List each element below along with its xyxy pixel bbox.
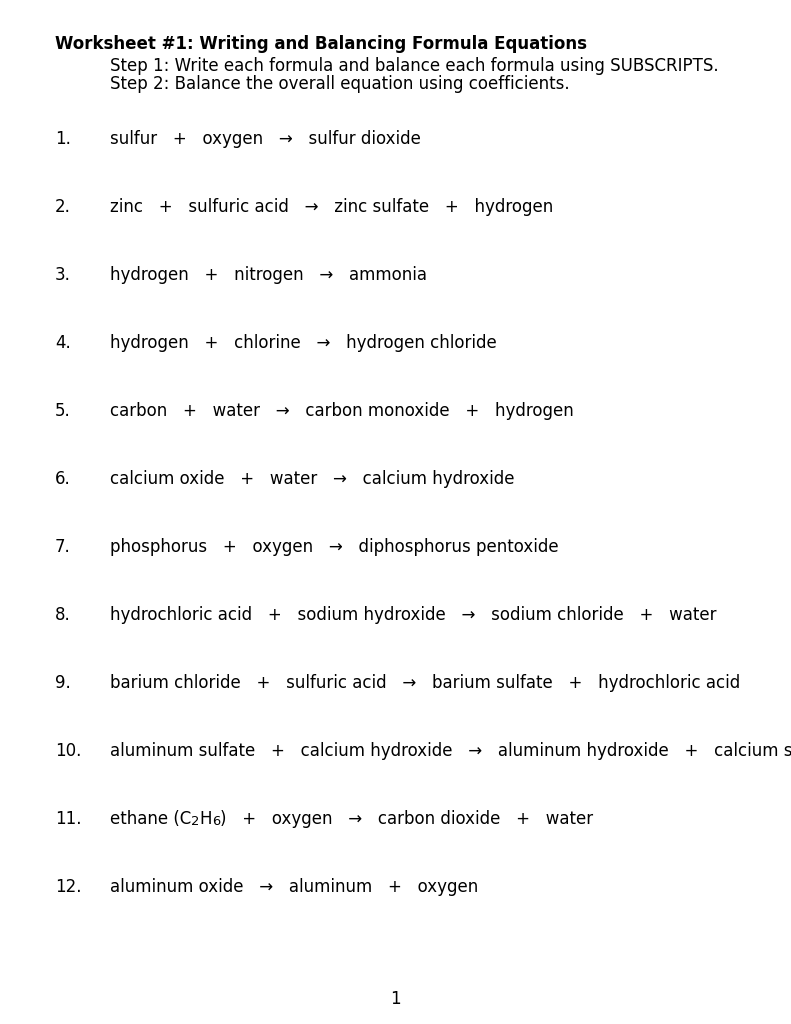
Text: 2: 2 [191,815,199,828]
Text: phosphorus   +   oxygen   →   diphosphorus pentoxide: phosphorus + oxygen → diphosphorus pento… [110,538,558,556]
Text: 7.: 7. [55,538,70,556]
Text: )   +   oxygen   →   carbon dioxide   +   water: ) + oxygen → carbon dioxide + water [220,810,593,828]
Text: 11.: 11. [55,810,81,828]
Text: 8.: 8. [55,606,70,624]
Text: Step 1: Write each formula and balance each formula using SUBSCRIPTS.: Step 1: Write each formula and balance e… [110,57,719,75]
Text: hydrochloric acid   +   sodium hydroxide   →   sodium chloride   +   water: hydrochloric acid + sodium hydroxide → s… [110,606,717,624]
Text: Step 2: Balance the overall equation using coefficients.: Step 2: Balance the overall equation usi… [110,75,570,93]
Text: 1: 1 [390,990,401,1008]
Text: carbon   +   water   →   carbon monoxide   +   hydrogen: carbon + water → carbon monoxide + hydro… [110,402,573,420]
Text: 5.: 5. [55,402,70,420]
Text: 1.: 1. [55,130,71,148]
Text: H: H [199,810,212,828]
Text: 6: 6 [212,815,220,828]
Text: hydrogen   +   chlorine   →   hydrogen chloride: hydrogen + chlorine → hydrogen chloride [110,334,497,352]
Text: 9.: 9. [55,674,70,692]
Text: 3.: 3. [55,266,71,284]
Text: 12.: 12. [55,878,81,896]
Text: 10.: 10. [55,742,81,760]
Text: calcium oxide   +   water   →   calcium hydroxide: calcium oxide + water → calcium hydroxid… [110,470,514,488]
Text: barium chloride   +   sulfuric acid   →   barium sulfate   +   hydrochloric acid: barium chloride + sulfuric acid → barium… [110,674,740,692]
Text: hydrogen   +   nitrogen   →   ammonia: hydrogen + nitrogen → ammonia [110,266,427,284]
Text: 2.: 2. [55,198,71,216]
Text: 6.: 6. [55,470,70,488]
Text: 4.: 4. [55,334,70,352]
Text: aluminum oxide   →   aluminum   +   oxygen: aluminum oxide → aluminum + oxygen [110,878,479,896]
Text: zinc   +   sulfuric acid   →   zinc sulfate   +   hydrogen: zinc + sulfuric acid → zinc sulfate + hy… [110,198,553,216]
Text: ethane (C: ethane (C [110,810,191,828]
Text: Worksheet #1: Writing and Balancing Formula Equations: Worksheet #1: Writing and Balancing Form… [55,35,587,53]
Text: sulfur   +   oxygen   →   sulfur dioxide: sulfur + oxygen → sulfur dioxide [110,130,421,148]
Text: aluminum sulfate   +   calcium hydroxide   →   aluminum hydroxide   +   calcium : aluminum sulfate + calcium hydroxide → a… [110,742,791,760]
